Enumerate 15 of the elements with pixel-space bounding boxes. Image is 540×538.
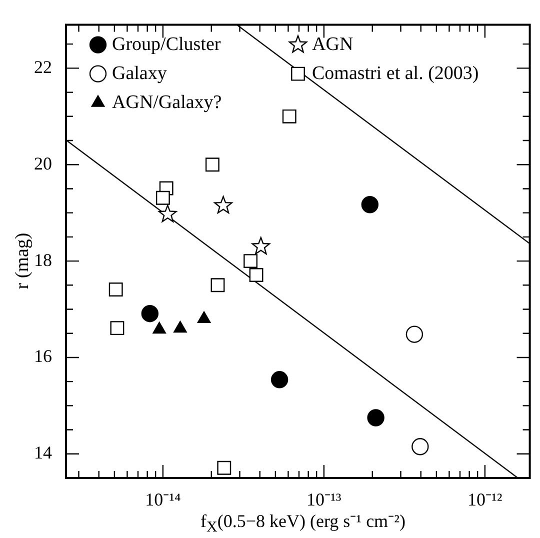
y-axis-title: r (mag) [12, 232, 34, 292]
legend-label: AGN [312, 34, 354, 55]
y-tick-label: 20 [34, 153, 52, 174]
x-tick-label: 10⁻¹⁴ [145, 490, 181, 510]
legend-label: AGN/Galaxy? [112, 92, 222, 113]
x-tick-label: 10⁻¹³ [306, 490, 342, 510]
y-tick-label: 22 [34, 56, 52, 77]
y-tick-label: 14 [34, 442, 52, 463]
legend-label: Comastri et al. (2003) [312, 62, 479, 84]
legend-label: Group/Cluster [112, 34, 222, 55]
x-axis-title: f$_{X}$(0.5−8 keV) (erg s⁻¹ cm⁻²) [200, 510, 406, 537]
y-tick-label: 16 [34, 346, 52, 366]
x-tick-label: 10⁻¹² [468, 490, 502, 510]
legend-label: Galaxy [112, 62, 168, 84]
y-tick-label: 18 [34, 250, 52, 270]
